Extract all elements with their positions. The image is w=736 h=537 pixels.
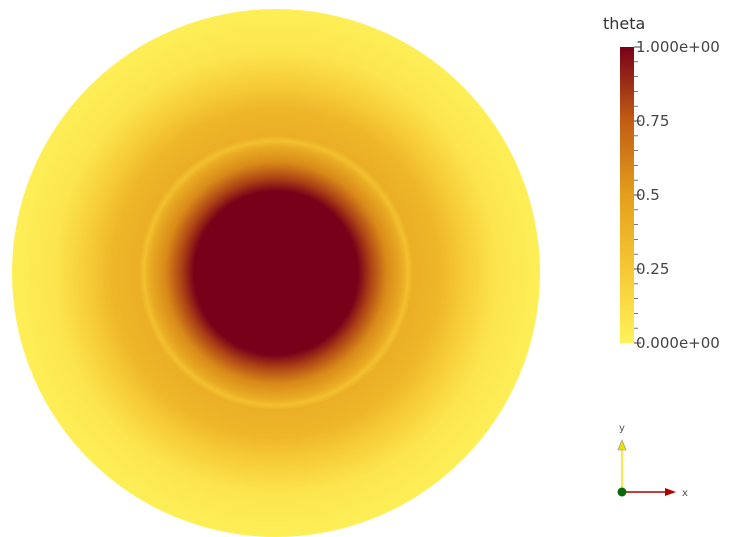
colorbar-tick-label: 1.000e+00	[636, 38, 720, 56]
color-legend: theta 1.000e+00 0.75 0.5 0.25 0.000e+00	[603, 14, 720, 352]
colorbar-tick-label: 0.75	[636, 112, 669, 130]
axes-origin	[617, 487, 627, 497]
legend-title: theta	[603, 14, 645, 33]
y-axis-arrowhead	[617, 439, 627, 451]
y-axis-label: y	[619, 423, 625, 434]
orientation-axes: y x	[617, 423, 688, 499]
colorbar-tick-label: 0.25	[636, 260, 669, 278]
colorbar-major-ticks: 1.000e+00 0.75 0.5 0.25 0.000e+00	[634, 38, 720, 352]
colorbar-tick-label: 0.5	[636, 186, 660, 204]
colorbar	[620, 47, 634, 343]
colorbar-tick-label: 0.000e+00	[636, 334, 720, 352]
x-axis-label: x	[682, 488, 688, 499]
theta-disc[interactable]	[12, 9, 540, 537]
x-axis-arrowhead	[665, 488, 676, 496]
